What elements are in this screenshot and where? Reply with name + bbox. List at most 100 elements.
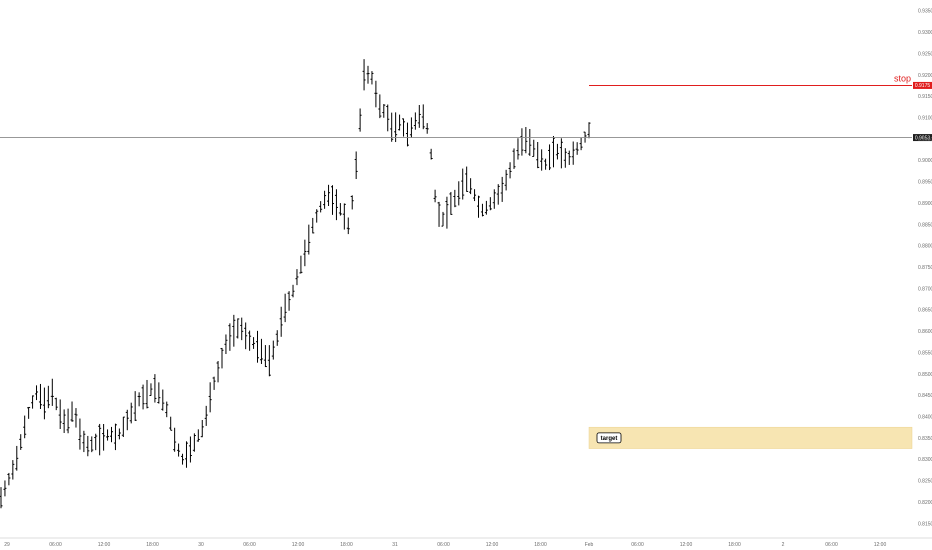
ohlc-bar bbox=[528, 129, 532, 156]
ohlc-bar bbox=[315, 209, 319, 223]
ohlc-bar bbox=[212, 376, 216, 390]
ohlc-bar bbox=[338, 203, 342, 216]
ohlc-bar bbox=[571, 141, 575, 165]
time-tick-label: Feb bbox=[585, 542, 594, 548]
ohlc-bar bbox=[437, 201, 441, 227]
time-tick-label: 29 bbox=[4, 542, 10, 548]
price-tick-label: 0.9000 bbox=[918, 158, 932, 164]
time-tick-label: 12:00 bbox=[98, 542, 111, 548]
price-tick-label: 0.8900 bbox=[918, 201, 932, 207]
price-tick-label: 0.9250 bbox=[918, 51, 932, 57]
ohlc-bar bbox=[82, 430, 86, 453]
price-tick-label: 0.8200 bbox=[918, 500, 932, 506]
ohlc-bar bbox=[362, 59, 366, 91]
ohlc-bar bbox=[62, 409, 66, 433]
time-axis[interactable]: 29 06:00 12:00 18:00 30 06:00 12:00 18:00 31 06:0… bbox=[0, 537, 932, 548]
time-tick-label: 18:00 bbox=[534, 542, 547, 548]
ohlc-bar bbox=[469, 178, 473, 195]
ohlc-bar bbox=[520, 128, 524, 156]
time-tick-label: 06:00 bbox=[437, 542, 450, 548]
ohlc-bar bbox=[240, 317, 244, 341]
time-tick-label: 12:00 bbox=[486, 542, 499, 548]
ohlc-bar bbox=[350, 195, 354, 210]
ohlc-bar bbox=[366, 65, 370, 84]
ohlc-bar bbox=[421, 104, 425, 130]
ohlc-bar bbox=[35, 385, 39, 401]
price-tick-label: 0.9150 bbox=[918, 94, 932, 100]
time-tick-label: 18:00 bbox=[340, 542, 353, 548]
ohlc-bar bbox=[508, 162, 512, 179]
ohlc-bar bbox=[567, 150, 571, 165]
ohlc-bar bbox=[157, 382, 161, 404]
ohlc-bar bbox=[378, 94, 382, 119]
ohlc-bar bbox=[398, 114, 402, 131]
ohlc-bar bbox=[141, 384, 145, 410]
time-tick-label: 30 bbox=[198, 542, 204, 548]
stop-price-tag bbox=[913, 81, 932, 89]
ohlc-bar bbox=[370, 71, 374, 85]
price-tick-label: 0.8350 bbox=[918, 436, 932, 442]
ohlc-bar bbox=[307, 224, 311, 255]
ohlc-bar bbox=[220, 347, 224, 369]
ohlc-bar bbox=[271, 340, 275, 360]
ohlc-bar bbox=[433, 189, 437, 203]
ohlc-bar bbox=[145, 379, 149, 409]
ohlc-bar bbox=[500, 176, 504, 202]
ohlc-bar bbox=[70, 401, 74, 422]
ohlc-bar bbox=[42, 387, 46, 420]
ohlc-bar bbox=[563, 148, 567, 168]
ohlc-bar bbox=[173, 427, 177, 452]
ohlc-bar bbox=[275, 330, 279, 346]
ohlc-bar bbox=[303, 239, 307, 267]
zone-layer: target bbox=[588, 426, 913, 449]
ohlc-bar bbox=[488, 197, 492, 211]
ohlc-bar bbox=[559, 138, 563, 169]
ohlc-bar bbox=[252, 337, 256, 349]
ohlc-bar bbox=[346, 217, 350, 235]
ohlc-bar bbox=[98, 423, 102, 456]
time-tick-label: 12:00 bbox=[680, 542, 693, 548]
price-tick-label: 0.8500 bbox=[918, 372, 932, 378]
ohlc-bar bbox=[19, 434, 23, 450]
price-tick-label: 0.8250 bbox=[918, 479, 932, 485]
target-label: target bbox=[601, 436, 618, 442]
ohlc-bar bbox=[54, 397, 58, 411]
ohlc-bar bbox=[102, 423, 106, 451]
ohlc-bar bbox=[149, 383, 153, 396]
ohlc-bar bbox=[117, 428, 121, 440]
last-price-tag bbox=[913, 134, 932, 142]
ohlc-bar bbox=[575, 142, 579, 155]
ohlc-bar bbox=[181, 453, 185, 465]
ohlc-bar bbox=[484, 200, 488, 215]
ohlc-bar bbox=[579, 137, 583, 151]
ohlc-bar bbox=[121, 416, 125, 438]
ohlc-bar bbox=[188, 436, 192, 463]
price-axis[interactable]: 0.9350 0.9300 0.9250 0.9200 0.9150 0.9100 0.90… bbox=[918, 9, 932, 528]
stop-label: stop bbox=[894, 73, 911, 83]
ohlc-bar bbox=[445, 196, 449, 229]
ohlc-bar bbox=[587, 122, 591, 139]
ohlc-bar bbox=[291, 284, 295, 298]
ohlc-bar bbox=[323, 190, 327, 209]
ohlc-bar bbox=[259, 338, 263, 364]
ohlc-bar bbox=[137, 392, 141, 407]
price-tick-label: 0.8150 bbox=[918, 521, 932, 527]
ohlc-bar bbox=[161, 389, 165, 411]
price-tick-label: 0.8550 bbox=[918, 350, 932, 356]
ohlc-bar bbox=[11, 460, 15, 480]
ohlc-bar bbox=[50, 378, 54, 406]
price-tick-label: 0.8950 bbox=[918, 180, 932, 186]
bar-layer bbox=[0, 59, 591, 509]
last-price-tag-text: 0.9053 bbox=[915, 135, 931, 141]
ohlc-bar bbox=[256, 330, 260, 363]
target-label-box bbox=[596, 432, 622, 444]
price-tick-label: 0.9100 bbox=[918, 115, 932, 121]
price-tick-label: 0.9050 bbox=[918, 137, 932, 143]
ohlc-bar bbox=[216, 361, 220, 383]
ohlc-bar bbox=[449, 191, 453, 215]
ohlc-bar bbox=[504, 169, 508, 191]
time-tick-label: 12:00 bbox=[292, 542, 305, 548]
ohlc-bar bbox=[74, 408, 78, 428]
ohlc-bar bbox=[330, 185, 334, 215]
